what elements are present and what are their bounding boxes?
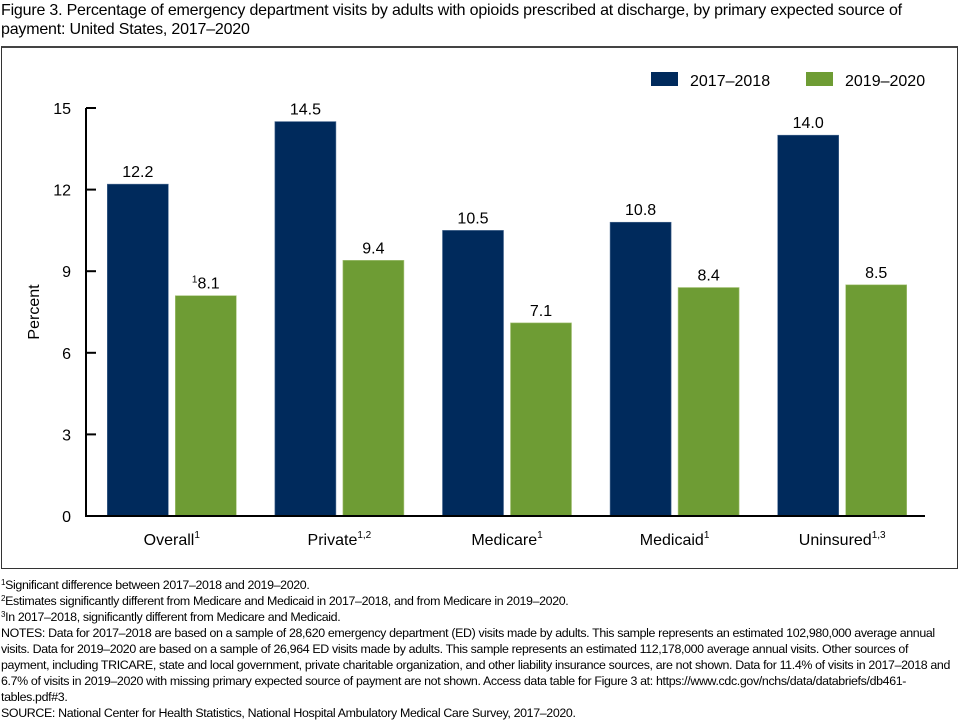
bar-2019-2020 xyxy=(175,295,237,517)
source-text: SOURCE: National Center for Health Stati… xyxy=(1,706,576,720)
notes-section: 1Significant difference between 2017–201… xyxy=(1,577,959,721)
y-tick-label: 9 xyxy=(62,264,71,281)
y-axis-title: Percent xyxy=(26,284,43,340)
bar-2017-2018 xyxy=(609,221,672,517)
notes-text: NOTES: Data for 2017–2018 are based on a… xyxy=(1,626,950,704)
category-sup: 1,2 xyxy=(357,530,371,541)
footnote-marker: 1 xyxy=(1,578,6,587)
category-name: Overall xyxy=(144,532,195,549)
bar-2019-2020 xyxy=(845,284,908,517)
category-name: Medicaid xyxy=(640,532,704,549)
legend: 2017–2018 2019–2020 xyxy=(651,72,925,90)
chart-frame xyxy=(1,46,958,569)
bar-value-label: 8.5 xyxy=(865,265,887,282)
bar-value-label: 10.5 xyxy=(457,210,488,227)
bar-value-label: 10.8 xyxy=(625,202,656,219)
y-tick-label: 0 xyxy=(62,509,71,526)
figure-title: Figure 3. Percentage of emergency depart… xyxy=(1,2,902,38)
footnote-marker: 2 xyxy=(1,594,6,603)
y-tick-label: 15 xyxy=(53,101,71,118)
bar-value-label: 9.4 xyxy=(362,240,384,257)
bar-value-label: 8.4 xyxy=(697,268,719,285)
bar-2017-2018 xyxy=(274,121,337,517)
category-sup: 1,3 xyxy=(872,530,886,541)
footnote-text: In 2017–2018, significantly different fr… xyxy=(5,610,341,624)
category-label: Overall1 xyxy=(144,530,201,549)
legend-swatch-2019-2020 xyxy=(806,72,833,86)
footnote-2: 2Estimates significantly different from … xyxy=(1,593,959,609)
bar-value-label: 14.0 xyxy=(793,115,824,132)
y-tick-label: 12 xyxy=(53,183,71,200)
category-sup: 1 xyxy=(194,530,200,541)
bar-value-label: 18.1 xyxy=(192,275,220,293)
category-sup: 1 xyxy=(537,530,543,541)
bar-value-label: 7.1 xyxy=(530,303,552,320)
category-sup: 1 xyxy=(704,530,710,541)
bar-2019-2020 xyxy=(342,260,405,517)
y-tick-label: 3 xyxy=(62,427,71,444)
bar-value-label: 14.5 xyxy=(290,102,321,119)
bar-label-sup: 1 xyxy=(192,275,198,286)
y-tick-label: 6 xyxy=(62,346,71,363)
y-axis: 0 3 6 9 12 15 Percent xyxy=(26,101,96,526)
category-name: Private xyxy=(308,532,358,549)
legend-label: 2017–2018 xyxy=(690,73,770,90)
footnote-3: 3In 2017–2018, significantly different f… xyxy=(1,609,959,625)
footnote-text: Estimates significantly different from M… xyxy=(5,594,569,608)
legend-label: 2019–2020 xyxy=(845,73,925,90)
x-axis: Overall1 Private1,2 Medicare1 Medicaid1 Unin… xyxy=(85,515,925,549)
category-name: Medicare xyxy=(471,532,537,549)
bar-value-label: 12.2 xyxy=(122,164,153,181)
category-label: Private1,2 xyxy=(308,530,372,549)
category-label: Medicare1 xyxy=(471,530,543,549)
legend-swatch-2017-2018 xyxy=(651,72,678,86)
bar-2019-2020 xyxy=(510,322,572,517)
bar-2017-2018 xyxy=(107,183,169,517)
bar-2017-2018 xyxy=(777,134,840,517)
footnote-1: 1Significant difference between 2017–201… xyxy=(1,577,959,593)
bar-2019-2020 xyxy=(677,287,740,517)
bars: 12.2 18.1 14.5 9.4 10.5 7.1 10.8 8.4 14.0 8.5 xyxy=(107,102,908,517)
footnote-text: Significant difference between 2017–2018… xyxy=(5,578,310,592)
category-name: Uninsured xyxy=(799,532,872,549)
category-label: Medicaid1 xyxy=(640,530,710,549)
footnote-marker: 3 xyxy=(1,610,6,619)
bar-label-value: 8.1 xyxy=(197,276,219,293)
category-label: Uninsured1,3 xyxy=(799,530,886,549)
bar-2017-2018 xyxy=(442,230,504,517)
